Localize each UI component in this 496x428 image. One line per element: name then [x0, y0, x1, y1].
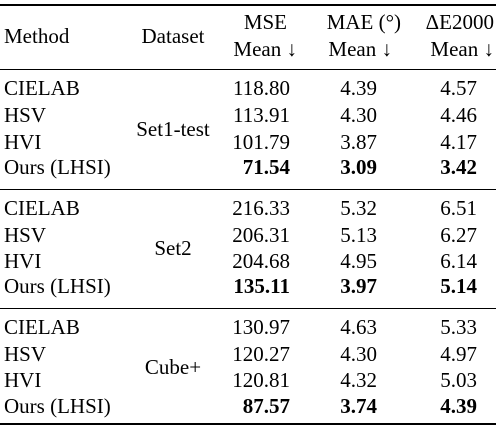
dataset-label: Set2 — [154, 236, 192, 260]
mse-cell: 216.33 — [232, 196, 290, 220]
de-cell: 5.03 — [440, 368, 477, 392]
de-cell: 6.27 — [440, 223, 477, 247]
method-cell: CIELAB — [4, 315, 80, 339]
header-mse-sub: Mean ↓ — [233, 37, 297, 61]
header-mae: MAE (°) — [326, 10, 401, 34]
mse-cell: 206.31 — [232, 223, 290, 247]
mse-cell: 101.79 — [232, 130, 290, 154]
method-cell: Ours (LHSI) — [4, 394, 111, 418]
de-cell-best: 4.39 — [440, 394, 477, 418]
mae-cell: 5.13 — [340, 223, 377, 247]
group-rule-1 — [0, 189, 496, 190]
de-cell: 4.46 — [440, 103, 477, 127]
header-rule — [0, 69, 496, 70]
group-rule-2 — [0, 308, 496, 309]
mae-cell-best: 3.09 — [340, 155, 377, 179]
mse-cell-best: 135.11 — [233, 274, 290, 298]
mae-cell: 3.87 — [340, 130, 377, 154]
mae-cell: 4.63 — [340, 315, 377, 339]
mse-cell: 113.91 — [233, 103, 290, 127]
header-de: ΔE2000 — [425, 10, 494, 34]
method-cell: CIELAB — [4, 76, 80, 100]
mse-cell: 120.27 — [232, 342, 290, 366]
de-cell: 6.14 — [440, 249, 477, 273]
de-cell: 6.51 — [440, 196, 477, 220]
header-mae-sub: Mean ↓ — [328, 37, 392, 61]
dataset-label: Cube+ — [144, 355, 202, 379]
method-cell: HSV — [4, 342, 47, 366]
mse-cell-best: 71.54 — [242, 155, 290, 179]
header-mse: MSE — [243, 10, 287, 34]
mae-cell: 4.30 — [340, 103, 377, 127]
method-cell: HVI — [4, 368, 42, 392]
mae-cell: 5.32 — [340, 196, 377, 220]
de-cell-best: 5.14 — [440, 274, 477, 298]
top-rule — [0, 4, 496, 6]
mse-cell: 120.81 — [232, 368, 290, 392]
mse-cell-best: 87.57 — [242, 394, 290, 418]
mae-cell-best: 3.74 — [340, 394, 377, 418]
de-cell: 4.57 — [440, 76, 477, 100]
method-cell: HVI — [4, 130, 42, 154]
mse-cell: 130.97 — [232, 315, 290, 339]
mse-cell: 118.80 — [233, 76, 290, 100]
mae-cell: 4.95 — [340, 249, 377, 273]
mae-cell: 4.30 — [340, 342, 377, 366]
mae-cell: 4.39 — [340, 76, 377, 100]
method-cell: HSV — [4, 223, 47, 247]
mse-cell: 204.68 — [232, 249, 290, 273]
bottom-rule — [0, 423, 496, 425]
method-cell: Ours (LHSI) — [4, 155, 111, 179]
de-cell: 5.33 — [440, 315, 477, 339]
header-method: Method — [4, 24, 70, 48]
mae-cell-best: 3.97 — [340, 274, 377, 298]
dataset-label: Set1-test — [136, 117, 210, 141]
method-cell: HSV — [4, 103, 47, 127]
method-cell: CIELAB — [4, 196, 80, 220]
de-cell-best: 3.42 — [440, 155, 477, 179]
method-cell: HVI — [4, 249, 42, 273]
de-cell: 4.17 — [440, 130, 477, 154]
header-dataset: Dataset — [141, 24, 205, 48]
mae-cell: 4.32 — [340, 368, 377, 392]
method-cell: Ours (LHSI) — [4, 274, 111, 298]
header-de-sub: Mean ↓ — [430, 37, 494, 61]
de-cell: 4.97 — [440, 342, 477, 366]
